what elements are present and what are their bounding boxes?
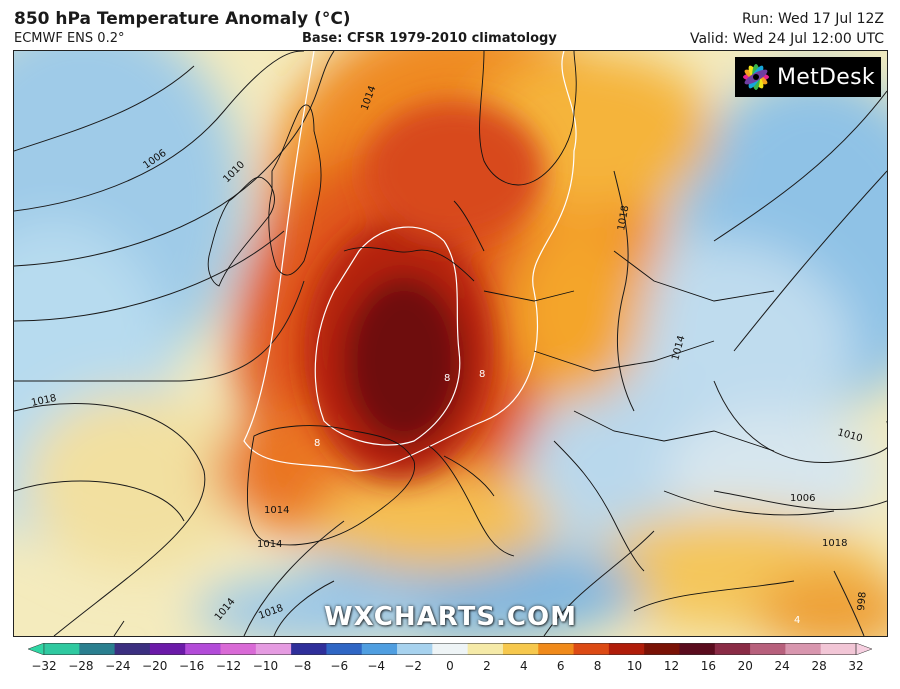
colorbar-tick-label: −24 xyxy=(105,659,131,673)
colorbar-tick-label: 32 xyxy=(848,659,864,673)
isobar-label: 1006 xyxy=(790,493,815,504)
colorbar-cell xyxy=(608,643,645,655)
colorbar-cell xyxy=(679,643,716,655)
colorbar-cell xyxy=(750,643,786,655)
isobar-label: 1014 xyxy=(257,539,282,550)
colorbar-tick-label: −6 xyxy=(330,659,349,673)
colorbar-tick-label: 4 xyxy=(519,659,528,673)
colorbar-cell xyxy=(44,643,80,655)
anomaly-labels: 8 8 8 4 xyxy=(314,369,800,626)
colorbar-arrow-left xyxy=(28,643,45,655)
model-label: ECMWF ENS 0.2° xyxy=(14,31,125,46)
anomaly-core xyxy=(304,101,544,481)
isobar-label: 998 xyxy=(856,591,869,611)
colorbar-tick-label: −2 xyxy=(404,659,422,673)
colorbar-cell xyxy=(114,643,151,655)
colorbar-cell xyxy=(502,643,539,655)
colorbar xyxy=(28,643,872,655)
anomaly-contours xyxy=(243,51,577,472)
run-time-label: Run: Wed 17 Jul 12Z xyxy=(742,11,884,27)
colorbar-tick-label: 10 xyxy=(626,659,643,673)
colorbar-cell xyxy=(149,643,186,655)
colorbar-tick-label: 20 xyxy=(737,659,753,673)
colorbar-cell xyxy=(785,643,822,655)
anomaly-label: 8 xyxy=(444,373,450,384)
colorbar-cell xyxy=(573,643,610,655)
wxcharts-watermark: WXCHARTS.COM xyxy=(323,602,577,632)
chart-title: 850 hPa Temperature Anomaly (°C) xyxy=(14,9,351,29)
anomaly-field xyxy=(14,51,887,636)
colorbar-tick-label: 6 xyxy=(556,659,565,673)
colorbar-cell xyxy=(538,643,575,655)
colorbar-cell xyxy=(326,643,363,655)
colorbar-tick-label: 0 xyxy=(446,659,454,673)
map-canvas: 1006 1010 1014 1018 1014 1018 1018 1014 … xyxy=(14,51,887,636)
colorbar-cell xyxy=(220,643,257,655)
colorbar-cell xyxy=(714,643,751,655)
coastlines xyxy=(113,51,835,636)
isobar-label: 1018 xyxy=(822,538,847,549)
metdesk-logo-text: MetDesk xyxy=(777,64,875,90)
colorbar-ticks: −32 −28 −24 −20 −16 −12 −10 −8 −6 −4 −2 0 2 4 6 8 10 12 16… xyxy=(28,657,872,677)
colorbar-cell xyxy=(644,643,680,655)
isobar-label: 1018 xyxy=(616,205,631,232)
colorbar-tick-label: −20 xyxy=(142,659,168,673)
colorbar-cell xyxy=(820,643,857,655)
colorbar-cell xyxy=(291,643,327,655)
isobar-label: 1014 xyxy=(264,505,289,516)
colorbar-tick-label: 28 xyxy=(811,659,827,673)
colorbar-tick-label: −8 xyxy=(293,659,312,673)
colorbar-tick-label: −4 xyxy=(367,659,386,673)
base-climatology-label: Base: CFSR 1979-2010 climatology xyxy=(302,31,557,46)
colorbar-tick-label: 2 xyxy=(483,659,491,673)
colorbar-tick-label: −32 xyxy=(31,659,57,673)
colorbar-tick-label: 24 xyxy=(774,659,790,673)
colorbar-frame xyxy=(43,643,857,655)
isobars xyxy=(14,51,887,636)
colorbar-cell xyxy=(255,643,292,655)
anomaly-label: 4 xyxy=(794,615,800,626)
isobar-label: 1018 xyxy=(30,393,57,409)
metdesk-logo-icon xyxy=(743,64,769,90)
colorbar-tick-label: −12 xyxy=(215,659,242,673)
colorbar-cell xyxy=(467,643,504,655)
anomaly-label: 8 xyxy=(314,438,320,449)
anomaly-map: 1006 1010 1014 1018 1014 1018 1018 1014 … xyxy=(13,50,888,637)
metdesk-logo: MetDesk xyxy=(735,57,881,97)
colorbar-tick-label: 12 xyxy=(663,659,680,673)
colorbar-tick-label: 8 xyxy=(593,659,602,673)
colorbar-arrow-right xyxy=(855,643,872,655)
colorbar-cell xyxy=(79,643,116,655)
anomaly-label: 8 xyxy=(479,369,485,380)
colorbar-tick-label: 16 xyxy=(700,659,716,673)
colorbar-cell xyxy=(397,643,433,655)
colorbar-tick-label: −16 xyxy=(178,659,205,673)
colorbar-cell xyxy=(185,643,222,655)
colorbar-cell xyxy=(432,643,469,655)
colorbar-cell xyxy=(361,643,398,655)
colorbar-tick-label: −10 xyxy=(252,659,279,673)
valid-time-label: Valid: Wed 24 Jul 12:00 UTC xyxy=(689,31,884,47)
colorbar-tick-label: −28 xyxy=(68,659,94,673)
